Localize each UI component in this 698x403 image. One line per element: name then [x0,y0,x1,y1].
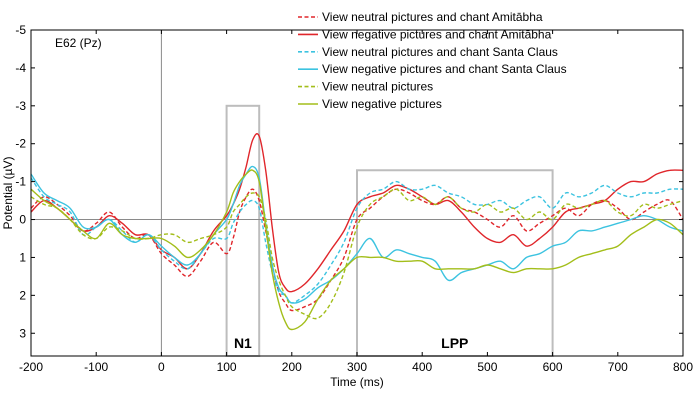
x-tick-label: 200 [282,360,302,374]
x-tick-label: 800 [673,360,693,374]
legend-label-1: View negative pictures and chant Amitābh… [322,27,552,41]
y-tick-label: -5 [15,23,26,37]
component-label-0: N1 [234,335,252,351]
x-tick-label: 100 [217,360,237,374]
legend: View neutral pictures and chant Amitābha… [298,10,567,111]
y-axis-label: Potential (µV) [1,157,15,230]
series-line-5 [30,169,684,331]
y-tick-label: 2 [19,288,26,302]
x-axis-label: Time (ms) [330,375,384,389]
series-group [30,133,684,331]
legend-label-2: View neutral pictures and chant Santa Cl… [322,45,558,59]
x-tick-label: 700 [608,360,628,374]
y-tick-label: 3 [19,326,26,340]
component-label-1: LPP [441,335,468,351]
y-tick-label: 1 [19,250,26,264]
series-line-4 [30,188,684,320]
y-tick-label: -4 [15,61,26,75]
series-line-3 [30,165,684,304]
x-tick-label: 0 [158,360,165,374]
electrode-label: E62 (Pz) [55,36,102,50]
x-tick-label: 400 [412,360,432,374]
legend-label-0: View neutral pictures and chant Amitābha [322,10,543,24]
legend-label-5: View negative pictures [322,97,442,111]
x-tick-label: 600 [543,360,563,374]
legend-label-4: View neutral pictures [322,80,433,94]
x-tick-label: 500 [477,360,497,374]
x-tick-label: -200 [19,360,43,374]
axes-group: -200 -100 0 100 200 300 400 500 600 700 800 -5 -4 -3 -… [15,23,693,374]
y-tick-label: -1 [15,175,26,189]
x-tick-label: 300 [347,360,367,374]
y-tick-label: 0 [19,213,26,227]
x-tick-label: -100 [84,360,108,374]
y-tick-label: -2 [15,137,26,151]
y-tick-label: -3 [15,99,26,113]
legend-label-3: View negative pictures and chant Santa C… [322,62,567,76]
